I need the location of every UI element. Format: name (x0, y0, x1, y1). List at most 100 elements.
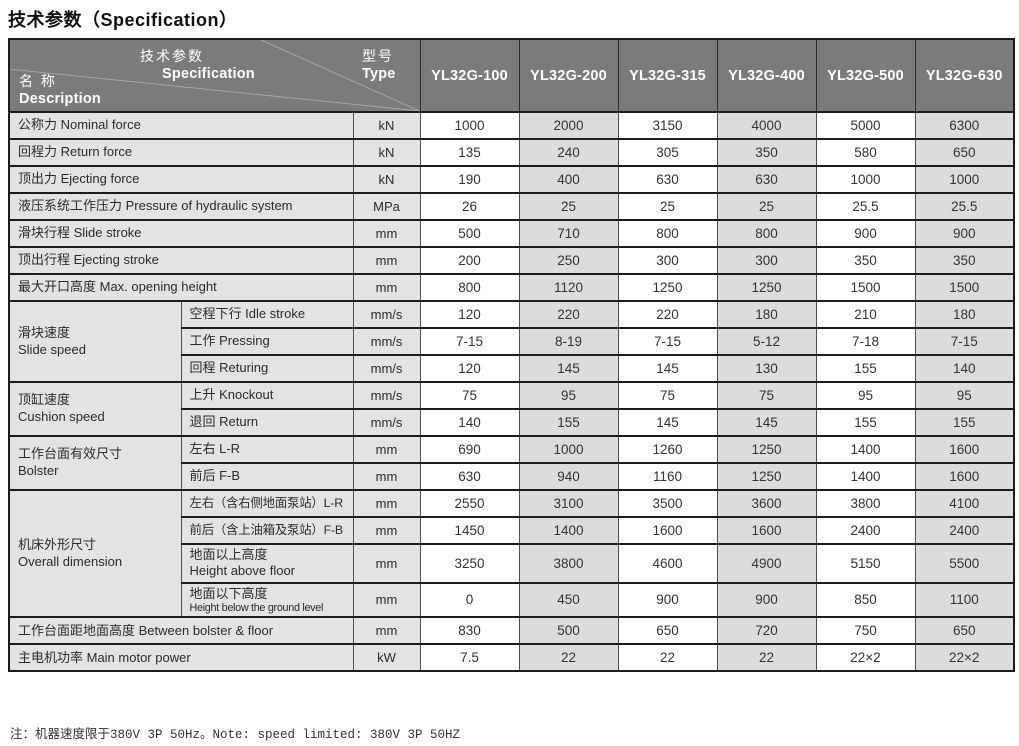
value-cell: 2400 (914, 516, 1015, 545)
value-cell: 940 (518, 462, 619, 491)
value-cell: 22×2 (815, 643, 916, 673)
sub-label-cell: 工作 Pressing (180, 327, 354, 356)
model-header-cell: YL32G-200 (518, 38, 619, 113)
value-cell: 630 (716, 165, 817, 194)
table-row: 滑块速度 Slide speed 空程下行 Idle stroke mm/s 120 22… (8, 300, 1015, 383)
table-row: 顶出力 Ejecting force kN 190 400 630 630 1000 1000 (8, 165, 1015, 194)
value-cell: 155 (815, 354, 916, 383)
table-row: 工作台面有效尺寸 Bolster 左右 L-R mm 690 1000 1260 1250 14… (8, 435, 1015, 491)
value-cell: 25.5 (815, 192, 916, 221)
value-cell: 25.5 (914, 192, 1015, 221)
value-cell: 190 (419, 165, 520, 194)
value-cell: 500 (419, 219, 520, 248)
model-header-cell: YL32G-315 (617, 38, 718, 113)
group-label-cell: 顶缸速度 Cushion speed (8, 381, 182, 437)
value-cell: 630 (419, 462, 520, 491)
value-cell: 1600 (914, 435, 1015, 464)
value-cell: 220 (617, 300, 718, 329)
value-cell: 145 (617, 354, 718, 383)
value-cell: 7-15 (419, 327, 520, 356)
value-cell: 400 (518, 165, 619, 194)
value-cell: 155 (815, 408, 916, 437)
value-cell: 1000 (518, 435, 619, 464)
value-cell: 180 (914, 300, 1015, 329)
value-cell: 1250 (716, 462, 817, 491)
value-cell: 1250 (716, 273, 817, 302)
table-row: 退回 Return mm/s 140 155 145 145 155 155 (9, 408, 1015, 437)
value-cell: 2400 (815, 516, 916, 545)
unit-cell: mm (352, 581, 421, 619)
unit-cell: mm (352, 616, 421, 646)
value-cell: 1400 (815, 462, 916, 491)
row-label-cell: 公称力 Nominal force (8, 111, 354, 140)
value-cell: 1400 (518, 516, 619, 545)
value-cell: 75 (419, 381, 520, 410)
value-cell: 4100 (914, 489, 1015, 518)
value-cell: 140 (419, 408, 520, 437)
unit-cell: mm (352, 273, 421, 302)
table-row: 滑块行程 Slide stroke mm 500 710 800 800 900 900 (8, 219, 1015, 248)
value-cell: 1160 (617, 462, 718, 491)
value-cell: 5000 (815, 111, 916, 140)
value-cell: 250 (518, 246, 619, 275)
value-cell: 6300 (914, 111, 1015, 140)
value-cell: 800 (617, 219, 718, 248)
value-cell: 450 (518, 581, 619, 619)
value-cell: 3600 (716, 489, 817, 518)
value-cell: 350 (716, 138, 817, 167)
table-row: 顶出行程 Ejecting stroke mm 200 250 300 300 350 350 (8, 246, 1015, 275)
table-row: 地面以上高度 Height above floor mm 3250 3800 4600 49… (9, 543, 1015, 584)
value-cell: 22 (716, 643, 817, 673)
group-label-cell: 工作台面有效尺寸 Bolster (8, 435, 182, 491)
value-cell: 3100 (518, 489, 619, 518)
unit-cell: kN (352, 165, 421, 194)
value-cell: 130 (716, 354, 817, 383)
sub-label-cell: 地面以下高度 Height below the ground level (180, 581, 354, 619)
value-cell: 1450 (419, 516, 520, 545)
value-cell: 830 (419, 616, 520, 646)
value-cell: 1250 (716, 435, 817, 464)
value-cell: 500 (518, 616, 619, 646)
unit-cell: mm/s (352, 381, 421, 410)
diagonal-header-cell: 技术参数 Specification 名 称 Description 型号 Ty… (8, 38, 421, 113)
table-row: 公称力 Nominal force kN 1000 2000 3150 4000 5000 6… (8, 111, 1015, 140)
value-cell: 3500 (617, 489, 718, 518)
value-cell: 1000 (914, 165, 1015, 194)
model-header-cell: YL32G-400 (716, 38, 817, 113)
spec-table: 技术参数 Specification 名 称 Description 型号 Ty… (8, 38, 1015, 673)
value-cell: 720 (716, 616, 817, 646)
value-cell: 1600 (716, 516, 817, 545)
model-header-cell: YL32G-500 (815, 38, 916, 113)
value-cell: 4600 (617, 543, 718, 584)
value-cell: 1100 (914, 581, 1015, 619)
value-cell: 900 (914, 219, 1015, 248)
value-cell: 1600 (617, 516, 718, 545)
value-cell: 7-15 (914, 327, 1015, 356)
value-cell: 8-19 (518, 327, 619, 356)
value-cell: 900 (815, 219, 916, 248)
value-cell: 900 (716, 581, 817, 619)
value-cell: 26 (419, 192, 520, 221)
model-header-cell: YL32G-630 (914, 38, 1015, 113)
value-cell: 1500 (815, 273, 916, 302)
sub-label-cell: 前后 F-B (180, 462, 354, 491)
value-cell: 75 (716, 381, 817, 410)
value-cell: 120 (419, 300, 520, 329)
unit-cell: mm (352, 219, 421, 248)
value-cell: 900 (617, 581, 718, 619)
value-cell: 1400 (815, 435, 916, 464)
unit-cell: kN (352, 111, 421, 140)
value-cell: 1000 (815, 165, 916, 194)
sub-label-cell: 回程 Returing (180, 354, 354, 383)
page-title: 技术参数（Specification） (8, 10, 238, 30)
value-cell: 220 (518, 300, 619, 329)
spec-table-body: 公称力 Nominal force kN 1000 2000 3150 4000 5000 6… (8, 111, 1015, 673)
sub-label-cell: 地面以上高度 Height above floor (180, 543, 354, 584)
value-cell: 305 (617, 138, 718, 167)
value-cell: 95 (914, 381, 1015, 410)
value-cell: 22 (617, 643, 718, 673)
value-cell: 650 (914, 616, 1015, 646)
value-cell: 7-15 (617, 327, 718, 356)
table-row: 回程力 Return force kN 135 240 305 350 580 650 (8, 138, 1015, 167)
